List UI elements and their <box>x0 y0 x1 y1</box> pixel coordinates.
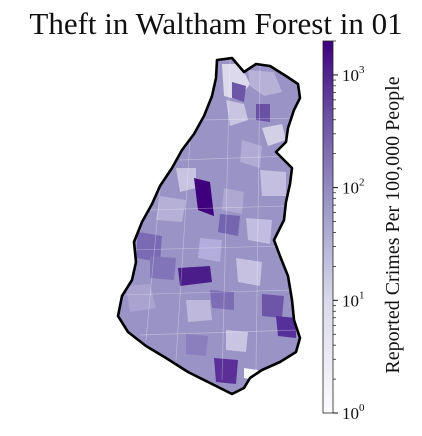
map-area <box>126 284 156 312</box>
map-area <box>222 188 244 214</box>
map-areas <box>118 58 300 394</box>
map-area <box>150 256 176 280</box>
map-area <box>176 168 196 192</box>
colorbar-tick-label: 100 <box>342 402 365 423</box>
map-area <box>210 290 234 310</box>
map-area <box>246 218 272 244</box>
map-area <box>226 330 248 352</box>
colorbar-label: Reported Crimes Per 100,000 People <box>382 76 404 373</box>
map-area <box>236 258 262 286</box>
colorbar-tick-label: 101 <box>342 289 365 310</box>
colorbar-tick-label: 103 <box>342 64 365 85</box>
map-title: Theft in Waltham Forest in 01 <box>29 6 402 41</box>
map-area <box>248 70 282 96</box>
map-area <box>262 294 284 318</box>
map-area <box>218 214 240 236</box>
map-area-highest <box>194 178 214 216</box>
map-area <box>186 334 208 356</box>
map-area <box>262 124 286 146</box>
map-area <box>178 266 212 286</box>
map-area <box>226 100 248 126</box>
colorbar: 100 101 102 103 <box>322 40 365 423</box>
map-boundaries <box>119 59 300 381</box>
map-area <box>214 358 238 384</box>
map-area <box>240 140 262 168</box>
map-area <box>276 316 296 338</box>
map-area <box>260 170 286 196</box>
choropleth-map <box>116 56 302 396</box>
map-area <box>198 238 222 262</box>
colorbar-ticks: 100 101 102 103 <box>333 40 365 423</box>
map-area <box>186 300 212 322</box>
colorbar-tick-label: 102 <box>342 177 365 198</box>
map-area <box>156 196 186 222</box>
colorbar-gradient <box>322 40 334 414</box>
map-area <box>232 82 246 102</box>
map-area <box>136 232 162 262</box>
map-area <box>256 104 270 122</box>
borough-outline <box>116 56 302 396</box>
